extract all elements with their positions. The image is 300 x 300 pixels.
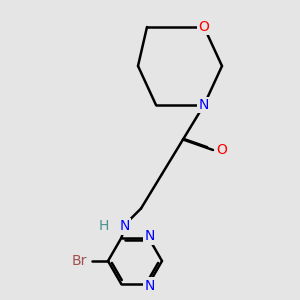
Text: N: N [145, 229, 155, 243]
Text: O: O [217, 143, 227, 157]
Text: N: N [145, 279, 155, 293]
Text: Br: Br [72, 254, 87, 268]
Text: O: O [199, 20, 209, 34]
Text: H: H [98, 220, 109, 233]
Text: N: N [119, 220, 130, 233]
Text: N: N [199, 98, 209, 112]
